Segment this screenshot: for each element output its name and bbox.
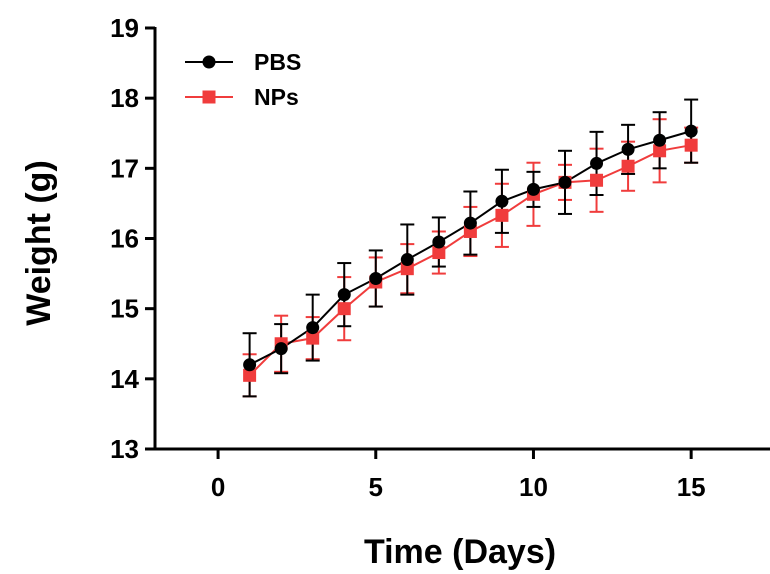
data-point-pbs	[306, 321, 320, 335]
data-point-nps	[621, 159, 635, 173]
data-point-nps	[495, 208, 509, 222]
plot-axes: 13 14 15 16 17 18 19 0 5 10 15	[110, 13, 770, 502]
y-tick-label: 14	[110, 364, 139, 394]
data-point-nps	[684, 138, 698, 152]
data-point-nps	[243, 368, 257, 382]
data-point-pbs	[463, 216, 477, 230]
y-tick-label: 19	[110, 13, 139, 43]
data-point-nps	[432, 246, 446, 260]
x-tick-label: 10	[519, 472, 548, 502]
data-point-nps	[590, 173, 604, 187]
data-point-pbs	[337, 288, 351, 302]
legend-marker-pbs	[202, 55, 216, 69]
markers	[243, 124, 698, 382]
data-point-pbs	[243, 358, 257, 372]
y-tick-label: 18	[110, 83, 139, 113]
y-tick-label: 13	[110, 434, 139, 464]
legend: PBS NPs	[185, 49, 301, 110]
y-tick-label: 16	[110, 224, 139, 254]
y-tick-label: 17	[110, 153, 139, 183]
data-point-nps	[337, 302, 351, 316]
data-point-nps	[306, 331, 320, 345]
data-point-pbs	[400, 253, 414, 267]
y-axis-title: Weight (g)	[20, 160, 58, 326]
x-tick-label: 5	[369, 472, 383, 502]
data-point-pbs	[432, 235, 446, 249]
data-point-pbs	[526, 182, 540, 196]
data-point-nps	[653, 144, 667, 158]
data-point-pbs	[495, 194, 509, 208]
data-point-pbs	[274, 342, 288, 356]
legend-label-nps: NPs	[254, 84, 299, 110]
data-point-pbs	[653, 133, 667, 147]
y-tick-label: 15	[110, 294, 139, 324]
data-point-pbs	[369, 271, 383, 285]
data-point-pbs	[684, 124, 698, 138]
legend-marker-nps	[202, 90, 216, 104]
x-tick-label: 15	[677, 472, 706, 502]
data-point-pbs	[621, 142, 635, 156]
data-point-pbs	[558, 175, 572, 189]
data-point-pbs	[590, 156, 604, 170]
x-axis-title: Time (Days)	[364, 533, 556, 571]
data-point-nps	[400, 262, 414, 276]
x-tick-label: 0	[211, 472, 225, 502]
legend-label-pbs: PBS	[254, 49, 301, 75]
